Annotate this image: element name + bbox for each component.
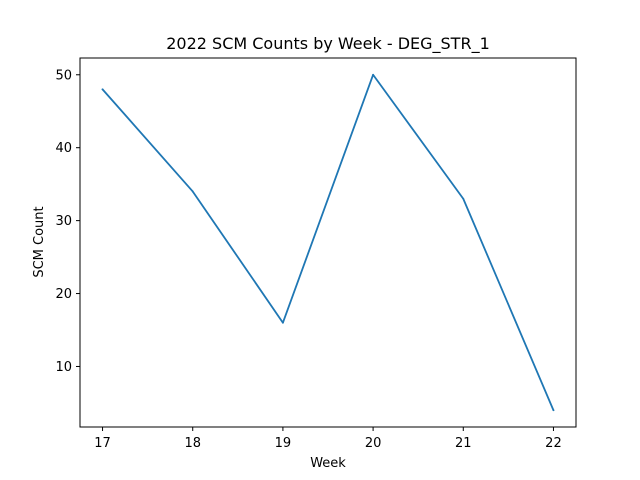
y-axis-label: SCM Count: [32, 206, 47, 277]
y-tick-label: 50: [55, 68, 72, 83]
x-tick-label: 19: [275, 436, 292, 451]
y-tick-label: 30: [55, 214, 72, 229]
x-tick-label: 17: [94, 436, 111, 451]
data-point-week-21: [462, 197, 465, 200]
y-tick-label: 40: [55, 141, 72, 156]
data-point-week-18: [191, 190, 194, 193]
series-line-scm-count: [101, 73, 555, 412]
x-axis-label: Week: [310, 456, 346, 471]
x-tick-label: 21: [455, 436, 472, 451]
series-points: [101, 73, 555, 412]
data-point-week-19: [282, 321, 284, 324]
axis-ticks: 17 18 19 20 21 22 10 20 30 40 50: [55, 68, 561, 451]
x-tick-label: 22: [545, 436, 562, 451]
y-tick-label: 10: [55, 360, 72, 375]
x-tick-label: 20: [365, 436, 382, 451]
data-point-week-20: [372, 73, 374, 76]
plot-frame: [79, 57, 577, 428]
data-point-week-17: [101, 88, 104, 91]
chart-title: 2022 SCM Counts by Week - DEG_STR_1: [166, 34, 490, 54]
x-tick-label: 18: [184, 436, 201, 451]
y-tick-label: 20: [55, 287, 72, 302]
data-point-week-22: [552, 409, 555, 412]
